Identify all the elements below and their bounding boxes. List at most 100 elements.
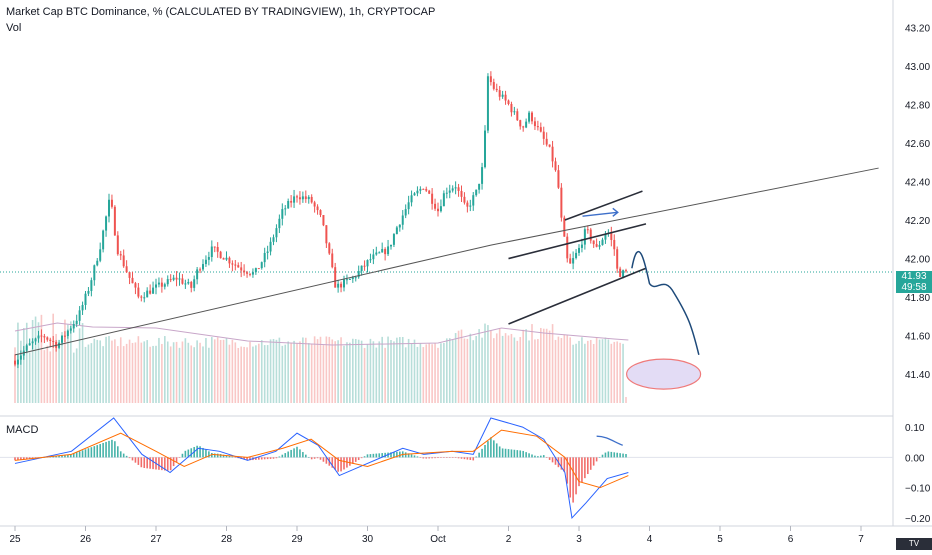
candle-body	[422, 188, 425, 190]
macd-histogram-bar	[23, 457, 25, 460]
candle-body	[137, 287, 140, 297]
volume-bar	[575, 343, 577, 403]
macd-histogram-bar	[416, 456, 419, 458]
signal-line	[14, 429, 629, 489]
candle-body	[372, 254, 375, 260]
candle-body	[331, 253, 334, 268]
candle-body	[290, 200, 293, 203]
volume-bar	[407, 338, 410, 403]
macd-histogram-bar	[125, 455, 128, 458]
volume-bar	[437, 347, 439, 403]
candle-body	[354, 277, 357, 279]
macd-histogram-bar	[384, 452, 386, 458]
candle-body	[275, 228, 278, 238]
candle-body	[616, 249, 619, 269]
candle-body	[184, 283, 187, 285]
volume-bar	[287, 341, 289, 403]
volume-bar	[334, 341, 336, 403]
candle-body	[481, 167, 484, 184]
macd-histogram-bar	[290, 449, 292, 458]
macd-histogram-bar	[25, 457, 28, 460]
volume-bar	[84, 346, 87, 403]
candle-body	[225, 257, 228, 260]
volume-bar	[610, 343, 613, 403]
candle-body	[580, 244, 583, 248]
volume-bar	[213, 339, 216, 403]
volume-bar	[448, 338, 451, 403]
macd-histogram-bar	[184, 450, 187, 458]
y-tick-label: 41.80	[905, 293, 930, 304]
macd-histogram-bar	[205, 449, 207, 458]
candle-body	[52, 340, 55, 342]
volume-bar	[604, 337, 607, 403]
macd-histogram-bar	[407, 453, 410, 458]
macd-y-tick-label: −0.20	[905, 514, 931, 525]
macd-y-tick-label: −0.10	[905, 484, 931, 495]
volume-bar	[519, 337, 522, 403]
volume-bar	[625, 397, 627, 403]
macd-histogram-bar	[366, 454, 369, 458]
macd-histogram-bar	[604, 452, 607, 458]
candle-body	[445, 192, 448, 194]
candle-body	[140, 296, 143, 298]
macd-histogram-bar	[208, 451, 210, 458]
candle-body	[586, 229, 589, 231]
tradingview-logo: TV	[896, 538, 932, 550]
candle-body	[66, 330, 69, 336]
volume-bar	[52, 313, 54, 403]
macd-histogram-bar	[84, 449, 87, 458]
volume-bar	[322, 345, 325, 403]
macd-histogram-bar	[296, 446, 298, 458]
volume-bar	[105, 336, 107, 403]
candle-body	[113, 206, 116, 236]
macd-histogram-bar	[375, 453, 378, 458]
volume-bar	[569, 337, 571, 403]
macd-histogram-bar	[310, 457, 313, 460]
candle-body	[243, 270, 246, 273]
macd-y-tick-label: 0.00	[905, 453, 925, 464]
candle-body	[548, 144, 551, 147]
macd-histogram-bar	[537, 456, 539, 458]
x-tick-label: 7	[858, 534, 864, 545]
candle-body	[454, 187, 457, 189]
volume-bar	[252, 346, 254, 403]
y-tick-label: 41.60	[905, 332, 930, 343]
volume-bar	[134, 342, 137, 403]
macd-histogram-bar	[354, 457, 357, 462]
macd-histogram-bar	[434, 457, 436, 459]
macd-histogram-bar	[17, 457, 19, 461]
volume-bar	[542, 328, 545, 403]
volume-bar	[440, 343, 442, 403]
macd-histogram-bar	[378, 453, 381, 458]
candle-body	[269, 241, 272, 252]
macd-histogram-bar	[287, 451, 289, 458]
candle-body	[366, 260, 369, 267]
candle-body	[172, 277, 175, 280]
volume-bar	[246, 347, 248, 403]
volume-bar	[178, 347, 181, 403]
macd-histogram-bar	[266, 457, 269, 460]
macd-histogram-bar	[542, 455, 545, 458]
candle-body	[401, 215, 404, 225]
volume-bar	[313, 336, 316, 403]
y-tick-label: 42.40	[905, 178, 930, 189]
volume-bar	[263, 345, 266, 403]
volume-bar	[87, 344, 90, 403]
candle-body	[187, 282, 190, 284]
macd-histogram-bar	[587, 457, 589, 475]
macd-histogram-bar	[140, 457, 143, 468]
candle-body	[119, 254, 122, 256]
y-tick-label: 43.20	[905, 23, 930, 34]
macd-histogram-bar	[352, 457, 354, 464]
volume-bar	[560, 338, 563, 403]
macd-histogram-bar	[55, 455, 57, 458]
volume-bar	[187, 342, 190, 403]
volume-bar	[431, 344, 433, 403]
x-tick-label: 2	[506, 534, 512, 545]
volume-bar	[111, 340, 113, 403]
volume-bar	[299, 341, 301, 403]
candle-body	[601, 239, 604, 246]
volume-bar	[272, 338, 275, 403]
